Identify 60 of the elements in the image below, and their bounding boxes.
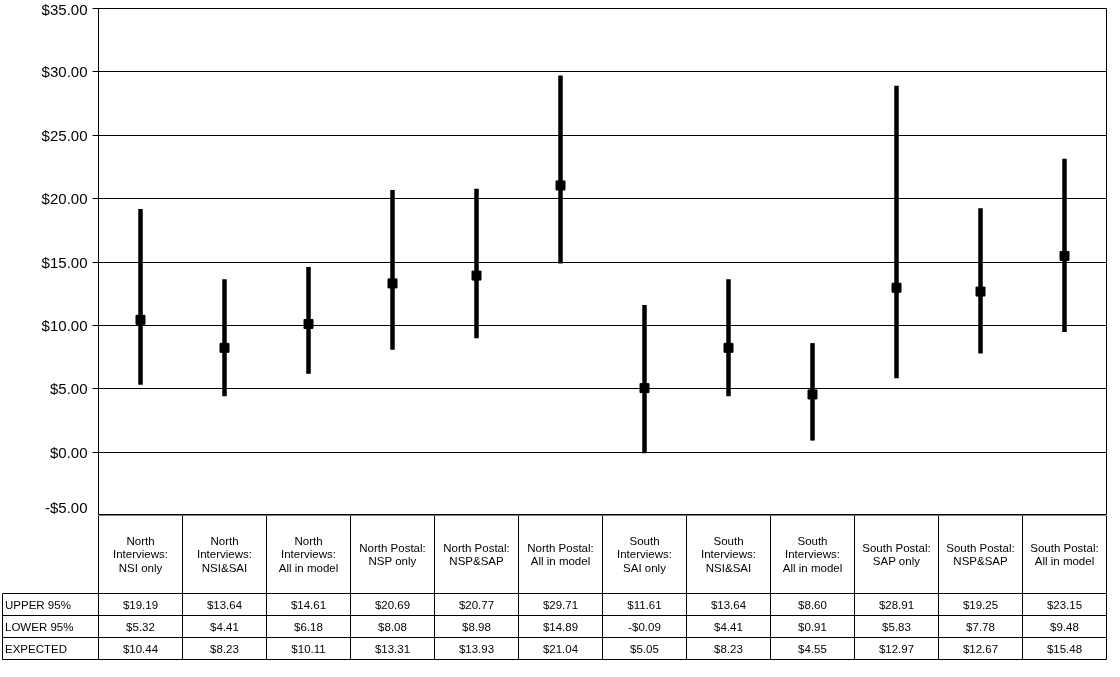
- x-tick-label: North Postal: NSP only: [359, 541, 426, 568]
- y-tick-label: $25.00: [41, 126, 88, 144]
- x-tick-label: South Postal: NSP&SAP: [946, 541, 1015, 568]
- data-label: $5.05: [630, 642, 659, 655]
- text: $20.77: [458, 598, 495, 611]
- text: $23.15: [1046, 598, 1083, 611]
- x-tick-label: South Interviews: SAI only: [617, 534, 672, 575]
- text: $14.89: [542, 620, 579, 633]
- y-tick-label: $5.00: [49, 380, 88, 398]
- text: $7.78: [966, 620, 995, 633]
- y-tick-label: $0.00: [49, 443, 88, 461]
- data-label: $12.97: [878, 642, 915, 655]
- y-tick-label: $15.00: [41, 253, 88, 271]
- x-tick-label: North Interviews: NSI only: [113, 534, 168, 575]
- x-tick-label: South Interviews: NSI&SAI: [701, 534, 756, 575]
- text: $20.69: [374, 598, 411, 611]
- text: $5.83: [882, 620, 911, 633]
- x-tick-label: North Interviews: All in model: [278, 534, 339, 575]
- y-tick-label: $20.00: [41, 190, 88, 208]
- text: $6.18: [294, 620, 323, 633]
- x-tick-label: North Postal: NSP&SAP: [443, 541, 510, 568]
- text: $8.08: [378, 620, 407, 633]
- x-tick-label: South Postal: SAP only: [862, 541, 931, 568]
- x-tick-label: North Postal: All in model: [527, 541, 594, 568]
- data-label: $15.48: [1046, 642, 1083, 655]
- x-tick-label: South Postal: All in model: [1030, 541, 1099, 568]
- y-tick-label: $30.00: [41, 63, 88, 81]
- text: $14.61: [290, 598, 327, 611]
- text: $29.71: [542, 598, 579, 611]
- text: $8.60: [798, 598, 827, 611]
- text: $4.41: [210, 620, 239, 633]
- text: $4.41: [714, 620, 743, 633]
- text: $19.19: [122, 598, 159, 611]
- text: LOWER 95%: [5, 620, 74, 633]
- text: $13.64: [710, 598, 747, 611]
- data-label: $12.67: [962, 642, 999, 655]
- y-tick-label: $35.00: [41, 0, 88, 18]
- data-label: $13.93: [458, 642, 495, 655]
- text: $28.91: [878, 598, 915, 611]
- text: $8.98: [462, 620, 491, 633]
- text: $11.61: [627, 598, 662, 611]
- y-tick-label: $10.00: [41, 316, 88, 334]
- text: $19.25: [962, 598, 999, 611]
- data-label: $10.11: [291, 642, 326, 655]
- y-tick-label: -$5.00: [44, 498, 88, 516]
- data-label: $4.55: [798, 642, 827, 655]
- data-label: $8.23: [210, 642, 239, 655]
- x-tick-label: South Interviews: All in model: [782, 534, 843, 575]
- text: UPPER 95%: [5, 598, 71, 611]
- data-label: $10.44: [122, 642, 159, 655]
- x-tick-label: North Interviews: NSI&SAI: [197, 534, 252, 575]
- text: EXPECTED: [5, 642, 68, 655]
- text: $0.91: [798, 620, 827, 633]
- text: $9.48: [1050, 620, 1079, 633]
- text: -$0.09: [628, 620, 661, 633]
- data-label: $13.31: [374, 642, 411, 655]
- text: $5.32: [126, 620, 155, 633]
- data-label: $21.04: [542, 642, 579, 655]
- data-label: $8.23: [714, 642, 743, 655]
- text: $13.64: [206, 598, 243, 611]
